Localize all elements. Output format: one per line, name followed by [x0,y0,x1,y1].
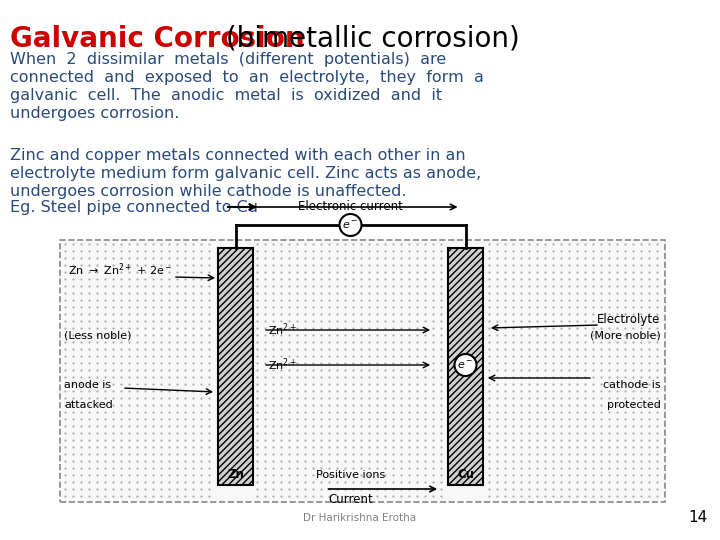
Text: (Less noble): (Less noble) [64,330,132,340]
Text: Electrolyte: Electrolyte [597,314,660,327]
Text: Zinc and copper metals connected with each other in an: Zinc and copper metals connected with ea… [10,148,466,163]
Text: protected: protected [607,400,661,410]
Text: Eg. Steel pipe connected to Cu: Eg. Steel pipe connected to Cu [10,200,258,215]
Text: Zn$^{2+}$: Zn$^{2+}$ [268,322,297,338]
Text: $e^-$: $e^-$ [342,219,359,231]
Text: Current: Current [328,493,373,506]
Text: When  2  dissimilar  metals  (different  potentials)  are: When 2 dissimilar metals (different pote… [10,52,446,67]
Text: Dr Harikrishna Erotha: Dr Harikrishna Erotha [303,513,417,523]
Text: electrolyte medium form galvanic cell. Zinc acts as anode,: electrolyte medium form galvanic cell. Z… [10,166,481,181]
Text: attacked: attacked [64,400,113,410]
Text: galvanic  cell.  The  anodic  metal  is  oxidized  and  it: galvanic cell. The anodic metal is oxidi… [10,88,442,103]
Text: Cu: Cu [457,469,474,482]
Bar [218,248,253,485]
Text: Zn$^{2+}$: Zn$^{2+}$ [268,357,297,373]
Text: Electronic current: Electronic current [298,200,403,213]
Text: $e^-$: $e^-$ [457,360,474,370]
Text: anode is: anode is [64,380,111,390]
Circle shape [340,214,361,236]
Circle shape [454,354,477,376]
Text: Positive ions: Positive ions [316,470,385,480]
Text: 14: 14 [689,510,708,525]
Text: cathode is: cathode is [603,380,661,390]
Text: undergoes corrosion while cathode is unaffected.: undergoes corrosion while cathode is una… [10,184,407,199]
Text: (More noble): (More noble) [590,330,661,340]
Bar [60,240,665,502]
Text: Zn $\rightarrow$ Zn$^{2+}$ + 2e$^-$: Zn $\rightarrow$ Zn$^{2+}$ + 2e$^-$ [68,262,173,278]
Text: (bimetallic corrosion): (bimetallic corrosion) [217,25,520,53]
Text: Zn: Zn [227,469,244,482]
Text: undergoes corrosion.: undergoes corrosion. [10,106,179,121]
Text: Galvanic Corrosion: Galvanic Corrosion [10,25,305,53]
Text: connected  and  exposed  to  an  electrolyte,  they  form  a: connected and exposed to an electrolyte,… [10,70,484,85]
Bar [448,248,483,485]
